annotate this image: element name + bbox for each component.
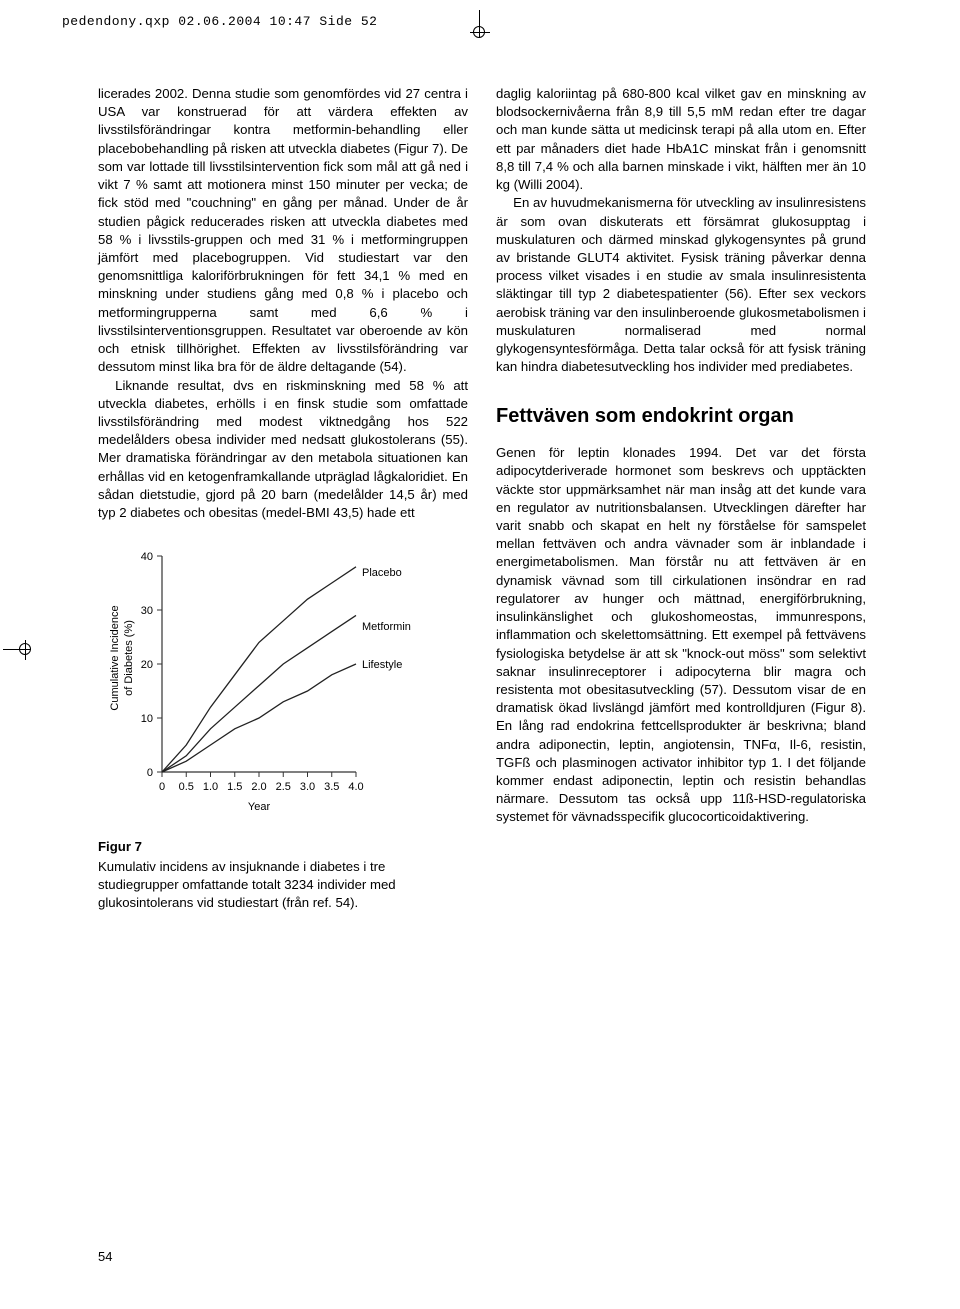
right-column: daglig kaloriintag på 680-800 kcal vilke… xyxy=(496,85,866,930)
left-column: licerades 2002. Denna studie som genomfö… xyxy=(98,85,468,930)
svg-text:1.0: 1.0 xyxy=(203,781,218,793)
page-number: 54 xyxy=(98,1249,112,1264)
svg-text:3.5: 3.5 xyxy=(324,781,339,793)
svg-text:4.0: 4.0 xyxy=(348,781,363,793)
svg-text:of Diabetes (%): of Diabetes (%) xyxy=(123,620,135,696)
figure-7-caption-text: Kumulativ incidens av insjuknande i diab… xyxy=(98,859,396,910)
two-column-layout: licerades 2002. Denna studie som genomfö… xyxy=(98,85,866,930)
svg-text:40: 40 xyxy=(141,551,153,563)
figure-7-label: Figur 7 xyxy=(98,838,468,856)
figure-7-caption: Figur 7 Kumulativ incidens av insjuknand… xyxy=(98,838,468,911)
section-heading: Fettväven som endokrint organ xyxy=(496,403,866,431)
svg-text:3.0: 3.0 xyxy=(300,781,315,793)
svg-text:1.5: 1.5 xyxy=(227,781,242,793)
svg-text:Year: Year xyxy=(248,801,271,813)
svg-text:10: 10 xyxy=(141,713,153,725)
svg-text:Placebo: Placebo xyxy=(362,567,402,579)
svg-text:2.5: 2.5 xyxy=(276,781,291,793)
svg-text:Lifestyle: Lifestyle xyxy=(362,659,402,671)
left-para-1: licerades 2002. Denna studie som genomfö… xyxy=(98,85,468,377)
crop-mark-top xyxy=(470,10,490,40)
svg-text:0.5: 0.5 xyxy=(179,781,194,793)
svg-text:0: 0 xyxy=(147,767,153,779)
figure-7: 0 10 20 30 40 0 0.5 1.0 1.5 2.0 2.5 3.0 3.5 4.0 Cumula… xyxy=(98,544,468,911)
svg-text:30: 30 xyxy=(141,605,153,617)
right-para-1: daglig kaloriintag på 680-800 kcal vilke… xyxy=(496,85,866,194)
file-meta: pedendony.qxp 02.06.2004 10:47 Side 52 xyxy=(62,14,377,29)
svg-text:20: 20 xyxy=(141,659,153,671)
svg-text:Metformin: Metformin xyxy=(362,621,411,633)
right-para-3: Genen för leptin klonades 1994. Det var … xyxy=(496,444,866,827)
svg-text:0: 0 xyxy=(159,781,165,793)
right-para-2: En av huvudmekanismerna för utveckling a… xyxy=(496,194,866,376)
crop-mark-left xyxy=(3,640,33,660)
svg-text:Cumulative Incidence: Cumulative Incidence xyxy=(109,606,121,711)
page-body: licerades 2002. Denna studie som genomfö… xyxy=(98,85,866,930)
figure-7-chart: 0 10 20 30 40 0 0.5 1.0 1.5 2.0 2.5 3.0 3.5 4.0 Cumula… xyxy=(98,544,438,824)
left-para-2: Liknande resultat, dvs en riskminskning … xyxy=(98,377,468,523)
svg-text:2.0: 2.0 xyxy=(251,781,266,793)
